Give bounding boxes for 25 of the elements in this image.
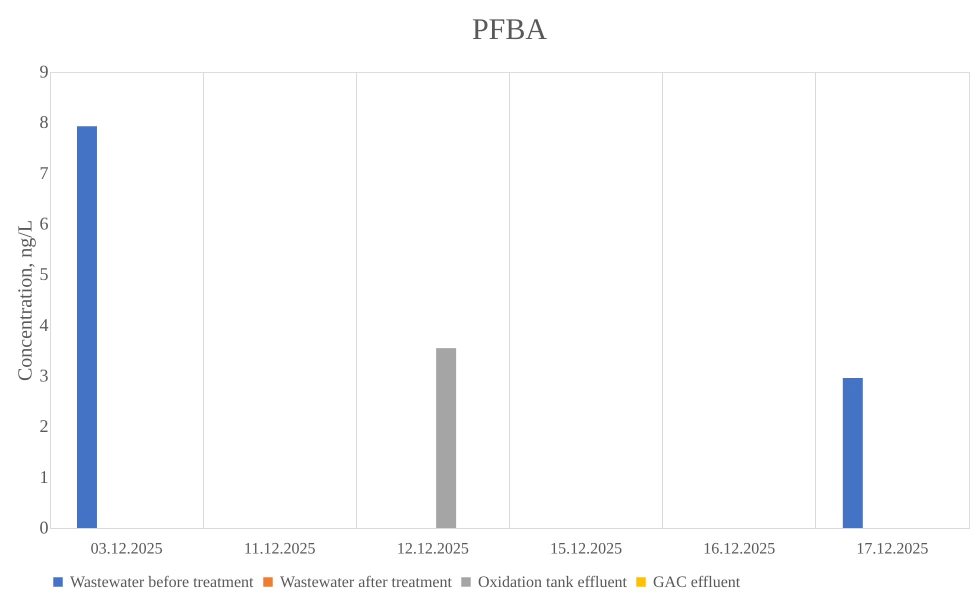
- legend-label: GAC effluent: [653, 574, 741, 591]
- y-tick-label: 6: [40, 214, 48, 234]
- y-tick-label: 1: [40, 466, 48, 487]
- y-tick-label: 7: [40, 162, 48, 183]
- x-tick-label: 15.12.2025: [550, 540, 622, 558]
- y-tick-label: 0: [40, 518, 48, 538]
- y-axis-title: Concentration, ng/L: [14, 220, 36, 382]
- y-tick-label: 4: [40, 314, 48, 335]
- x-tick-label: 03.12.2025: [90, 540, 163, 558]
- x-tick-label: 12.12.2025: [396, 540, 469, 558]
- bar: [76, 126, 97, 528]
- x-tick-label: 11.12.2025: [244, 540, 316, 558]
- legend-label: Wastewater before treatment: [70, 574, 254, 591]
- bar: [842, 378, 863, 528]
- y-tick-label: 5: [40, 264, 48, 284]
- legend-label: Wastewater after treatment: [280, 574, 452, 591]
- legend-label: Oxidation tank effluent: [478, 574, 628, 591]
- x-tick-label: 16.12.2025: [703, 540, 776, 558]
- y-tick-label: 2: [40, 416, 48, 436]
- bar: [436, 348, 456, 528]
- x-tick-label: 17.12.2025: [856, 540, 928, 558]
- chart-title: PFBA: [472, 13, 548, 46]
- y-tick-label: 3: [40, 366, 48, 386]
- y-tick-label: 8: [40, 112, 48, 132]
- y-tick-label: 9: [40, 62, 48, 82]
